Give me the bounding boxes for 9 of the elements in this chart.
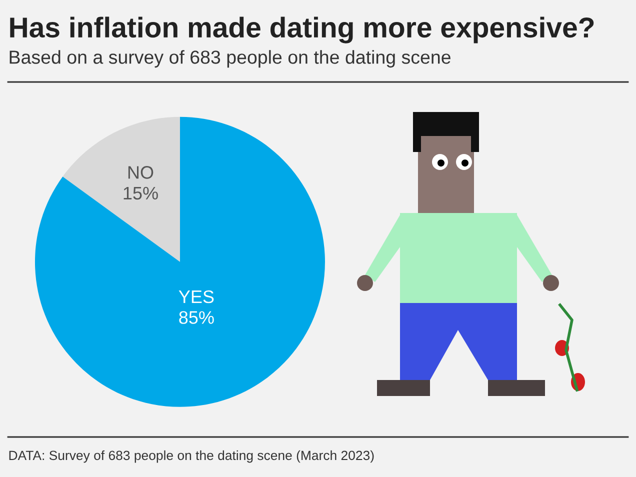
pie-slice	[62, 116, 180, 262]
pie-slice	[34, 116, 325, 407]
chart-subtitle: Based on a survey of 683 people on the dating scene	[10, 50, 450, 68]
data-label: 15%	[124, 186, 158, 200]
text: DATA: Survey of 683 people on the dating scene (March 2023)	[9, 450, 374, 463]
slice-label: NO	[128, 166, 154, 179]
chart-title: Has inflation made dating more expensive?	[10, 16, 594, 44]
slice-label: YES	[178, 290, 214, 304]
data-label: 85%	[179, 311, 214, 324]
